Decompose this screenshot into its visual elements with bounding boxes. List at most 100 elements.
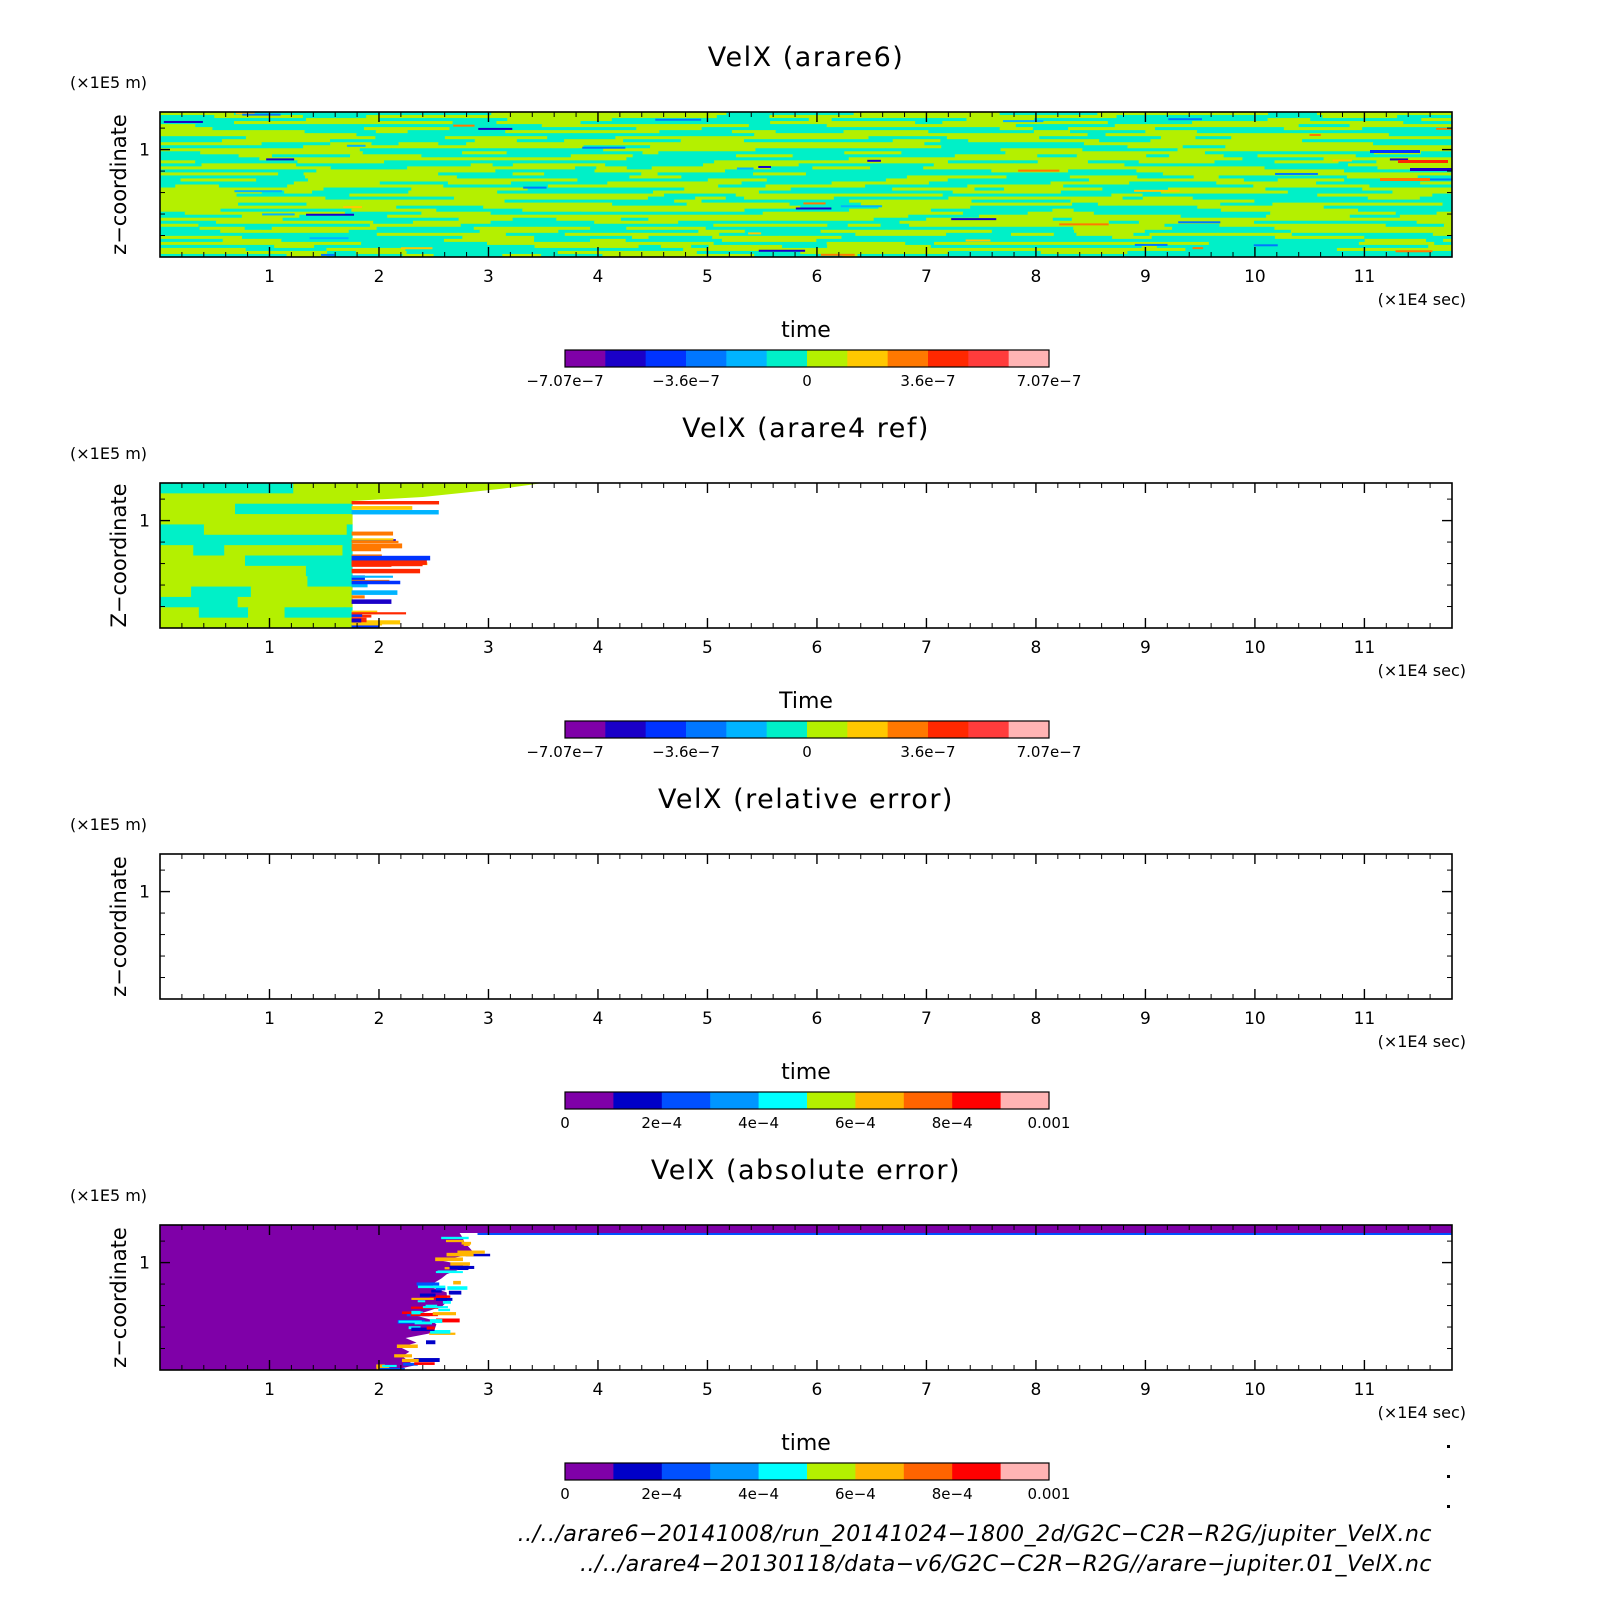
colorbar-swatch — [807, 1092, 856, 1109]
x-tick-label: 6 — [812, 1009, 823, 1029]
x-unit-label: (×1E4 sec) — [1378, 290, 1466, 309]
x-tick-label: 7 — [921, 267, 932, 287]
x-tick-label: 7 — [921, 1009, 932, 1029]
x-tick-label: 9 — [1140, 638, 1151, 658]
y-tick-label: 1 — [139, 512, 150, 532]
colorbar-swatch — [887, 721, 929, 738]
colorbar-swatch — [758, 1463, 808, 1480]
colorbar-swatch — [903, 1463, 953, 1480]
dot-mark — [1447, 1445, 1450, 1448]
colorbar-swatch — [903, 1092, 953, 1109]
x-axis-label: Time — [778, 689, 833, 714]
colorbar-swatch — [855, 1092, 905, 1109]
colorbar-swatch — [645, 350, 687, 367]
x-tick-label: 11 — [1354, 1380, 1376, 1400]
dot-mark — [1447, 1505, 1450, 1508]
x-axis-label: time — [781, 1431, 831, 1456]
x-tick-label: 4 — [593, 1380, 604, 1400]
panel-3: VelX (relative error) (×1E5 m) z−coordinat… — [70, 784, 1466, 1132]
colorbar-label: 3.6e−7 — [900, 743, 955, 761]
colorbar-swatch — [1008, 721, 1050, 738]
colorbar-swatch — [887, 350, 929, 367]
x-axis-label: time — [781, 318, 831, 343]
colorbar-swatch — [565, 721, 606, 738]
x-tick-label: 1 — [264, 1380, 275, 1400]
colorbar: 0 2e−4 4e−4 6e−4 8e−4 0.001 — [560, 1462, 1071, 1503]
x-tick-label: 4 — [593, 267, 604, 287]
colorbar-swatch — [928, 721, 969, 738]
colorbar-swatch — [686, 721, 727, 738]
colorbar-swatch — [807, 1463, 856, 1480]
heatmap-field — [160, 854, 1452, 999]
x-tick-label: 7 — [921, 1380, 932, 1400]
heatmap-field — [160, 483, 1452, 628]
colorbar-label: 2e−4 — [641, 1114, 682, 1132]
colorbar-swatch — [710, 1463, 760, 1480]
colorbar-swatch — [686, 350, 727, 367]
colorbar-swatch — [613, 1092, 663, 1109]
x-tick-label: 7 — [921, 638, 932, 658]
y-axis-label: z−coordinate — [107, 856, 131, 997]
colorbar-swatch — [605, 721, 647, 738]
x-tick-label: 3 — [483, 638, 494, 658]
colorbar-label: −3.6e−7 — [652, 743, 720, 761]
y-axis-label: z−coordinate — [107, 114, 131, 255]
x-tick-label: 10 — [1244, 638, 1266, 658]
colorbar-swatch — [565, 1463, 614, 1480]
x-tick-label: 4 — [593, 638, 604, 658]
x-unit-label: (×1E4 sec) — [1378, 661, 1466, 680]
colorbar-label: 0.001 — [1028, 1485, 1071, 1503]
x-tick-label: 8 — [1031, 1380, 1042, 1400]
colorbar-label: 8e−4 — [932, 1114, 973, 1132]
x-tick-label: 2 — [374, 1009, 385, 1029]
colorbar-swatch — [952, 1463, 1002, 1480]
colorbar-label: −7.07e−7 — [526, 743, 603, 761]
x-tick-label: 8 — [1031, 1009, 1042, 1029]
footer-file-arare4: ../../arare4−20130118/data−v6/G2C−C2R−R2… — [579, 1552, 1432, 1577]
x-tick-label: 2 — [374, 267, 385, 287]
plot-frame — [159, 853, 1453, 1000]
colorbar-label: 0 — [560, 1114, 570, 1132]
y-axis-label: Z−coordinate — [107, 484, 131, 628]
x-axis-label: time — [781, 1060, 831, 1085]
panel-title: VelX (relative error) — [658, 784, 954, 815]
colorbar-swatch — [758, 1092, 808, 1109]
colorbar-label: 0 — [802, 743, 812, 761]
x-tick-label: 4 — [593, 1009, 604, 1029]
x-tick-label: 2 — [374, 638, 385, 658]
colorbar-swatch — [565, 1092, 614, 1109]
x-tick-label: 2 — [374, 1380, 385, 1400]
colorbar-swatch — [928, 350, 969, 367]
colorbar: −7.07e−7 −3.6e−7 0 3.6e−7 7.07e−7 — [526, 349, 1081, 390]
colorbar-swatch — [855, 1463, 905, 1480]
footer-file-arare6: ../../arare6−20141008/run_20141024−1800_… — [517, 1522, 1432, 1547]
x-tick-label: 6 — [812, 267, 823, 287]
colorbar-swatch — [847, 721, 889, 738]
x-tick-label: 10 — [1244, 267, 1266, 287]
colorbar-swatch — [565, 350, 606, 367]
colorbar-label: 2e−4 — [641, 1485, 682, 1503]
colorbar-swatch — [1000, 1463, 1050, 1480]
panel-title: VelX (absolute error) — [651, 1155, 961, 1186]
colorbar-label: 0 — [560, 1485, 570, 1503]
x-tick-label: 3 — [483, 267, 494, 287]
colorbar-label: −7.07e−7 — [526, 372, 603, 390]
y-axis-label: z−coordinate — [107, 1227, 131, 1368]
heatmap-field — [160, 112, 1452, 257]
colorbar: 0 2e−4 4e−4 6e−4 8e−4 0.001 — [560, 1091, 1070, 1132]
y-tick-label: 1 — [139, 1254, 150, 1274]
colorbar-label: 6e−4 — [835, 1485, 876, 1503]
colorbar-swatch — [968, 721, 1010, 738]
colorbar: −7.07e−7 −3.6e−7 0 3.6e−7 7.07e−7 — [526, 720, 1081, 761]
colorbar-label: 4e−4 — [738, 1114, 779, 1132]
x-tick-label: 5 — [702, 638, 713, 658]
y-unit-label: (×1E5 m) — [70, 444, 147, 463]
colorbar-swatch — [807, 721, 848, 738]
x-tick-label: 1 — [264, 638, 275, 658]
plot-frame — [159, 111, 1453, 258]
x-tick-label: 6 — [812, 638, 823, 658]
x-tick-label: 8 — [1031, 638, 1042, 658]
colorbar-swatch — [766, 721, 808, 738]
colorbar-swatch — [1000, 1092, 1050, 1109]
